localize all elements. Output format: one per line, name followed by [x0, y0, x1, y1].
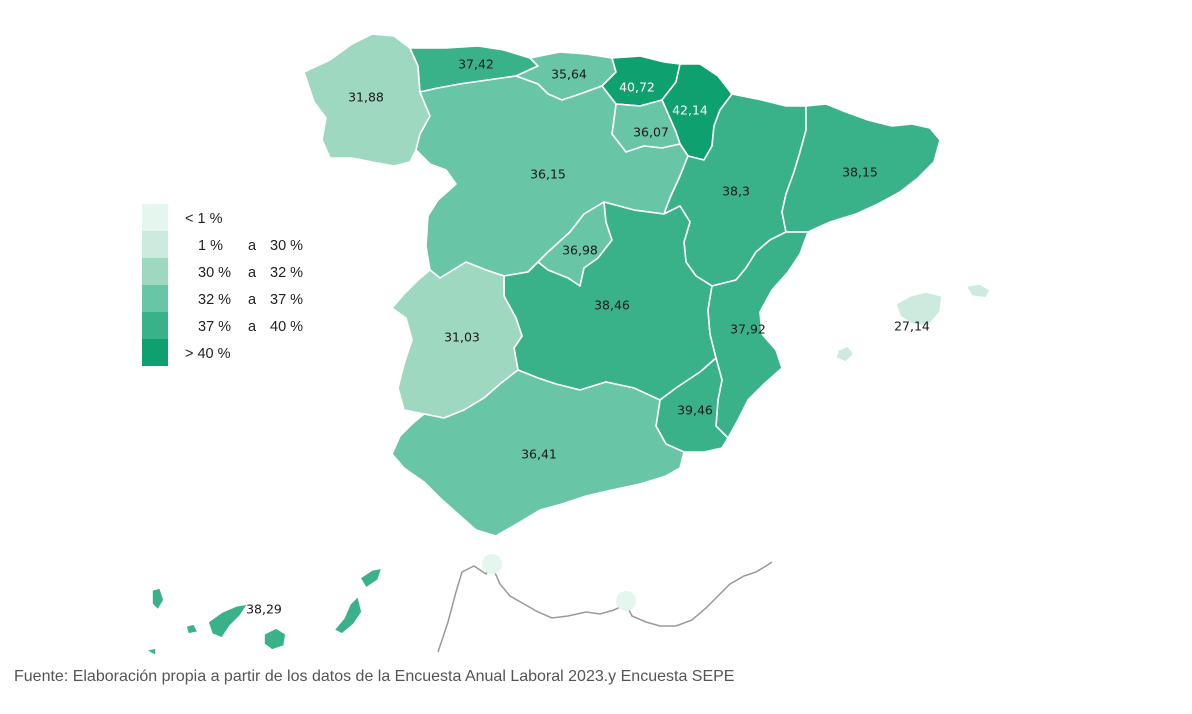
- label-madrid: 36,98: [562, 243, 598, 258]
- label-cantabria: 35,64: [551, 67, 587, 82]
- label-pais-vasco: 40,72: [619, 80, 655, 95]
- legend-range-sep: a: [248, 292, 257, 308]
- legend-swatch: [142, 339, 168, 366]
- canarias-la-palma: [151, 587, 165, 611]
- legend-label: > 40 %: [185, 346, 231, 362]
- region-cataluna[interactable]: [781, 103, 941, 233]
- legend-range-sep: a: [248, 319, 257, 335]
- legend-swatch: [142, 285, 168, 312]
- baleares-menorca: [965, 283, 991, 299]
- label-galicia: 31,88: [348, 90, 384, 105]
- label-andalucia: 36,41: [521, 447, 557, 462]
- label-murcia: 39,46: [677, 403, 713, 418]
- legend-swatch: [142, 258, 168, 285]
- canarias-lanzarote: [359, 567, 383, 589]
- label-navarra: 42,14: [672, 103, 708, 118]
- legend-range-to: 32 %: [270, 265, 303, 281]
- legend-swatch: [142, 204, 168, 231]
- canarias-fuerteventura: [333, 595, 363, 635]
- canarias-tenerife: [207, 603, 249, 639]
- legend-range-from: 32 %: [198, 292, 231, 308]
- canarias-el-hierro: [145, 647, 157, 657]
- legend-range-to: 37 %: [270, 292, 303, 308]
- label-la-rioja: 36,07: [633, 125, 669, 140]
- legend-range-from: 37 %: [198, 319, 231, 335]
- legend-range-sep: a: [248, 238, 257, 254]
- region-murcia[interactable]: [655, 357, 729, 453]
- baleares-mallorca: [895, 291, 943, 327]
- legend-range-to: 40 %: [270, 319, 303, 335]
- baleares-ibiza: [835, 345, 855, 363]
- label-extremadura: 31,03: [444, 330, 480, 345]
- legend-range-from: 1 %: [198, 238, 223, 254]
- legend-range-sep: a: [248, 265, 257, 281]
- region-andalucia[interactable]: [391, 369, 685, 537]
- canarias-gran-canaria: [263, 627, 287, 651]
- label-aragon: 38,3: [722, 184, 750, 199]
- label-canarias: 38,29: [246, 602, 282, 617]
- label-valencia: 37,92: [730, 322, 766, 337]
- legend-swatch: [142, 312, 168, 339]
- label-baleares: 27,14: [894, 319, 930, 334]
- canarias-la-gomera: [185, 623, 199, 635]
- legend-range-from: 30 %: [198, 265, 231, 281]
- legend-label: < 1 %: [185, 211, 223, 227]
- source-note: Fuente: Elaboración propia a partir de l…: [14, 668, 735, 685]
- label-castilla-leon: 36,15: [530, 167, 566, 182]
- region-melilla-marker[interactable]: [616, 591, 636, 611]
- label-asturias: 37,42: [458, 57, 494, 72]
- region-ceuta-marker[interactable]: [482, 554, 502, 574]
- legend: < 1 % 1 % a 30 % 30 % a 32 % 32 % a 37 %…: [142, 204, 303, 366]
- label-cataluna: 38,15: [842, 165, 878, 180]
- north-africa-coastline: [437, 561, 773, 653]
- label-castilla-mancha: 38,46: [594, 298, 630, 313]
- legend-range-to: 30 %: [270, 238, 303, 254]
- region-canarias[interactable]: [145, 567, 383, 657]
- region-baleares[interactable]: [835, 283, 991, 363]
- legend-swatch: [142, 231, 168, 258]
